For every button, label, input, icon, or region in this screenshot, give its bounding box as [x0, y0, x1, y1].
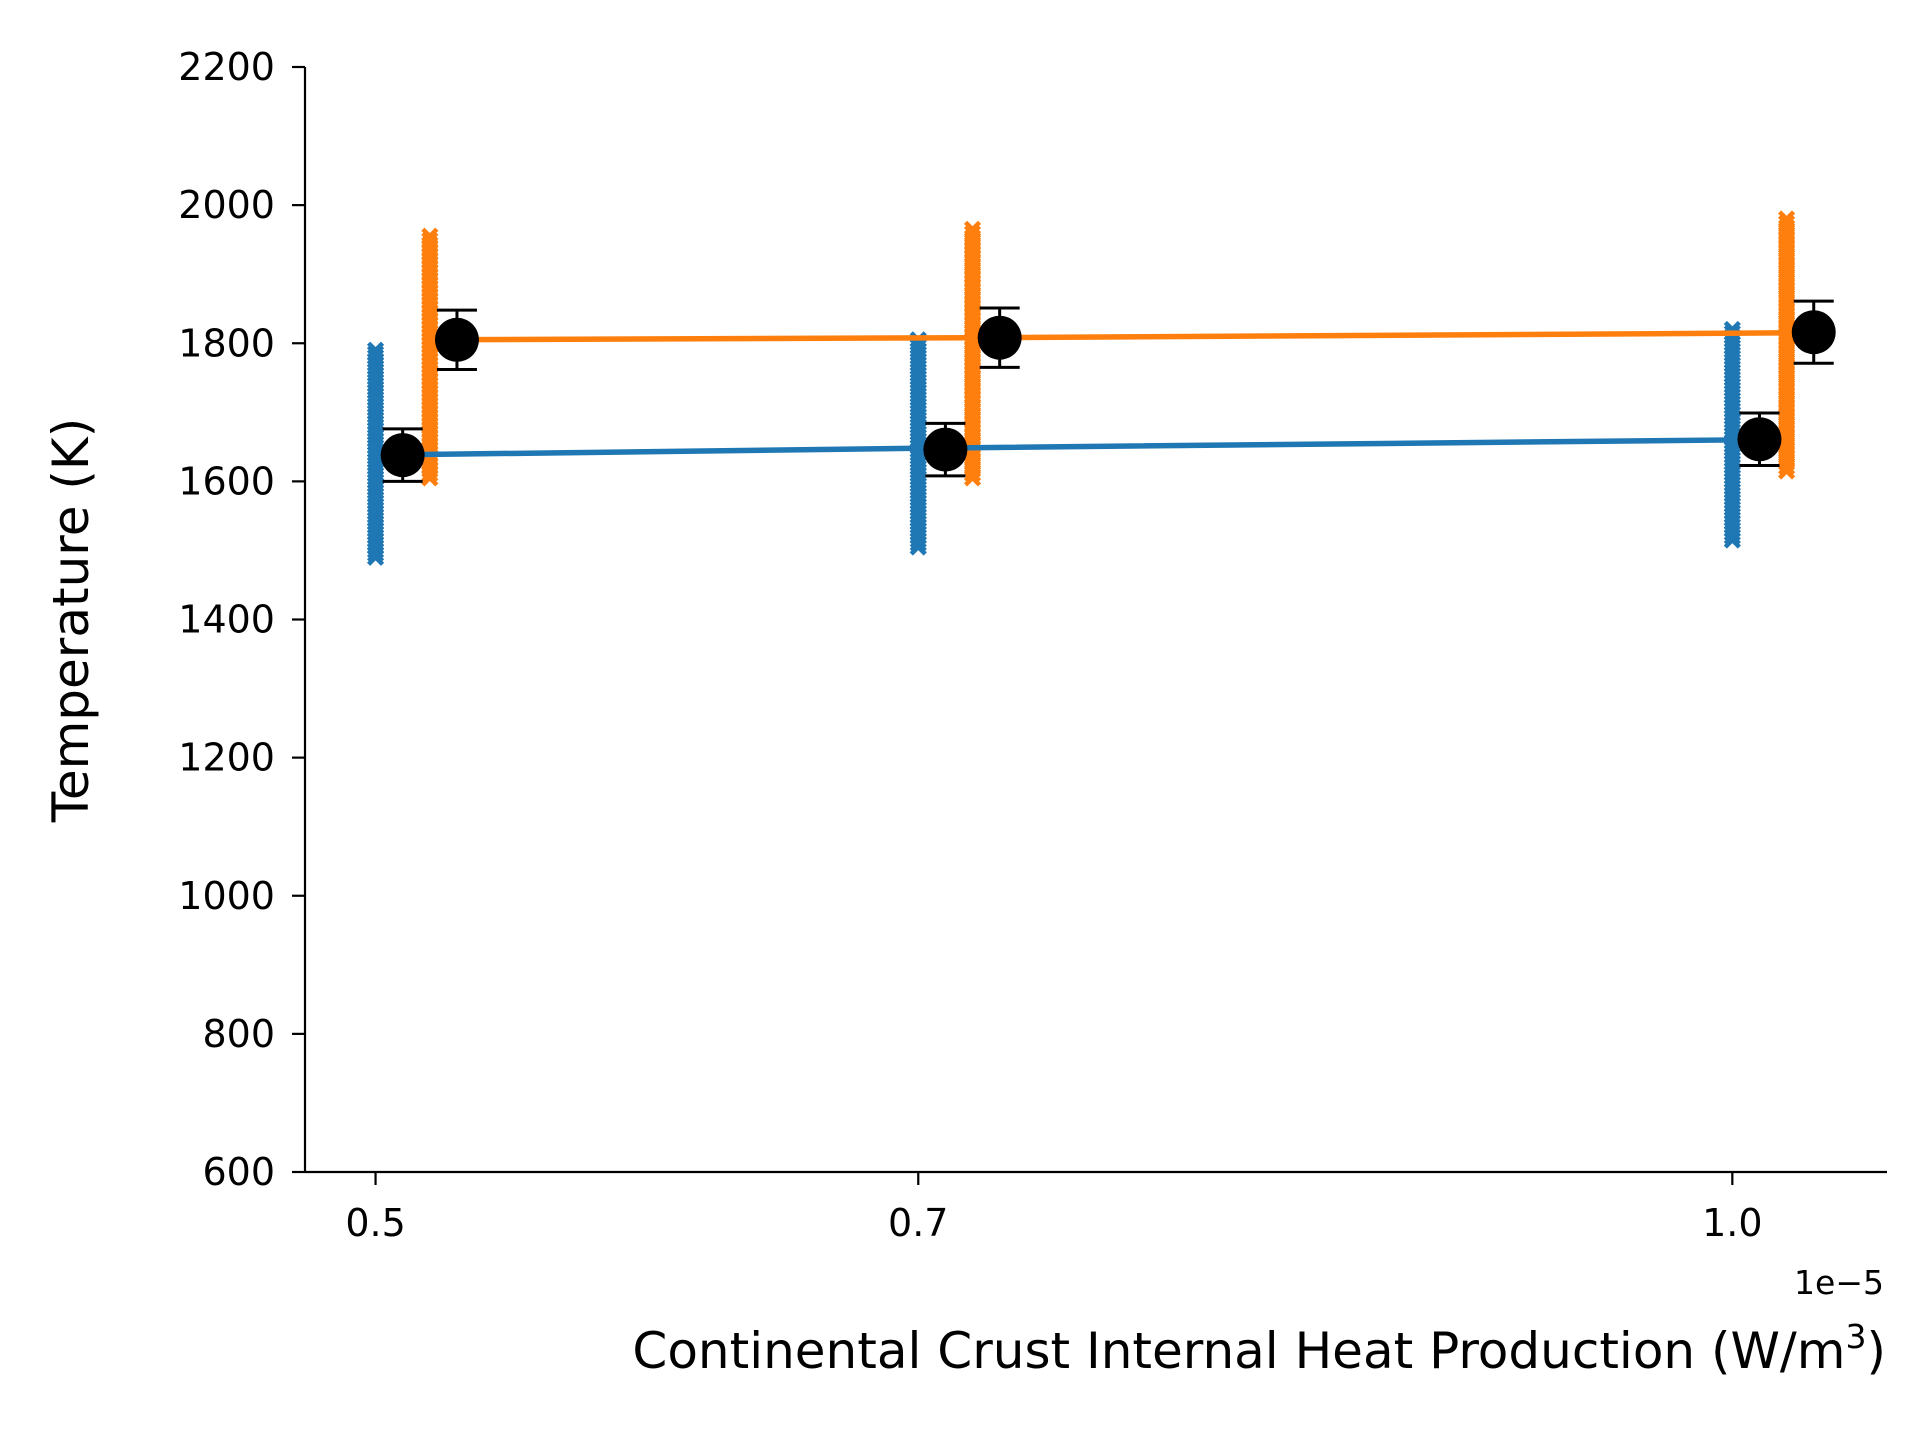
x-tick-label: 1.0	[1702, 1201, 1762, 1245]
y-tick-label: 1800	[178, 321, 275, 365]
sample-markers	[366, 210, 1796, 566]
sample-marker	[366, 341, 385, 359]
mean-markers	[380, 299, 1836, 483]
x-axis-label-superscript: 3	[1845, 1317, 1866, 1356]
x-axis-label-suffix: )	[1866, 1322, 1886, 1380]
mean-point	[923, 427, 968, 472]
mean-point	[1737, 417, 1782, 462]
sample-marker	[421, 231, 439, 249]
y-axis-label: Temperature (K)	[42, 418, 100, 823]
x-axis-label: Continental Crust Internal Heat Producti…	[632, 1317, 1886, 1380]
y-tick-label: 1600	[178, 459, 275, 503]
sample-marker	[366, 345, 385, 363]
sample-marker	[963, 220, 982, 238]
sample-marker	[963, 224, 982, 243]
y-tick-label: 1200	[178, 736, 275, 780]
y-tick-label: 2000	[178, 183, 275, 227]
y-tick-label: 600	[202, 1150, 275, 1194]
x-tick-label: 0.7	[888, 1201, 948, 1245]
sample-marker	[1778, 214, 1796, 232]
x-ticks: 0.5 0.7 1.0	[345, 1172, 1763, 1245]
series-line	[375, 437, 1733, 458]
y-tick-label: 1400	[178, 598, 275, 642]
y-tick-label: 1000	[178, 874, 275, 918]
sample-marker	[421, 227, 439, 245]
y-tick-label: 800	[202, 1012, 275, 1056]
sample-marker	[1778, 210, 1796, 228]
y-ticks: 600 800 1000 1200 1400 1600 1800 2000 2200	[178, 45, 305, 1194]
mean-point	[1791, 310, 1836, 355]
x-offset-label: 1e−5	[1794, 1263, 1884, 1302]
y-tick-label: 2200	[178, 45, 275, 89]
x-axis-label-main: Continental Crust Internal Heat Producti…	[632, 1322, 1845, 1380]
mean-point	[977, 315, 1022, 360]
mean-point	[434, 317, 479, 362]
series-line	[429, 330, 1787, 343]
mean-point	[380, 433, 425, 478]
series-lines	[375, 330, 1787, 458]
x-tick-label: 0.5	[345, 1201, 405, 1245]
axes	[303, 67, 1887, 1174]
